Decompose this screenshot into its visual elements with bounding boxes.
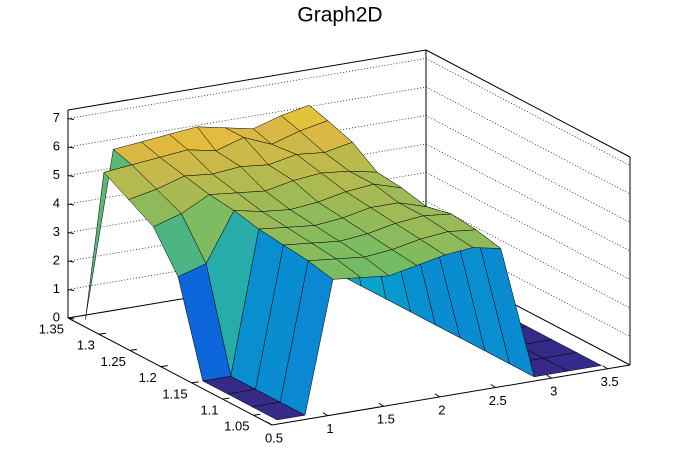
z-tick: [67, 118, 75, 121]
y-tick-label: 1.2: [139, 370, 157, 385]
x-tick: [378, 402, 385, 407]
y-tick: [160, 365, 168, 368]
z-tick: [67, 260, 75, 263]
box-edge: [67, 317, 273, 426]
z-tick-label: 2: [53, 252, 60, 267]
z-tick: [67, 203, 75, 206]
x-tick: [546, 374, 552, 379]
y-tick: [98, 332, 106, 335]
box-edge: [271, 364, 631, 426]
chart-title: Graph2D: [297, 4, 382, 27]
box-edge: [67, 49, 427, 111]
y-tick: [67, 316, 76, 319]
y-tick-label: 1.1: [200, 402, 218, 417]
x-tick: [434, 393, 441, 398]
y-tick: [129, 348, 137, 351]
x-tick: [322, 412, 329, 417]
x-tick-label: 2.5: [489, 393, 507, 408]
x-tick-label: 1.5: [377, 412, 395, 427]
x-tick-label: 2: [438, 402, 445, 417]
z-tick-label: 4: [53, 195, 60, 210]
x-tick: [490, 384, 497, 388]
z-tick: [67, 289, 75, 292]
z-tick: [67, 146, 75, 149]
y-tick-label: 1.35: [39, 321, 64, 336]
x-tick: [602, 365, 608, 370]
y-tick: [191, 381, 199, 384]
x-tick: [266, 421, 273, 426]
y-tick: [253, 413, 261, 416]
box-edge: [425, 49, 631, 158]
x-tick-label: 3: [550, 384, 557, 399]
surface-cell: [251, 401, 306, 421]
x-tick-label: 3.5: [601, 374, 619, 389]
y-tick-label: 1.25: [101, 354, 126, 369]
grid-line: [67, 86, 631, 195]
grid-line: [67, 58, 631, 166]
z-tick: [67, 232, 75, 235]
y-tick-label: 1.15: [162, 386, 187, 401]
z-tick: [67, 175, 75, 178]
z-tick-label: 3: [53, 224, 60, 239]
z-tick-label: 7: [53, 110, 60, 125]
y-tick-label: 1.05: [224, 419, 249, 434]
y-tick: [222, 397, 230, 400]
z-tick-label: 6: [53, 138, 60, 153]
y-tick-label: 1.3: [77, 338, 95, 353]
z-tick-label: 5: [53, 167, 60, 182]
x-tick-label: 0.5: [265, 430, 283, 445]
x-tick-label: 1: [326, 421, 333, 436]
z-tick-label: 1: [53, 281, 60, 296]
z-tick-label: 0: [53, 309, 60, 324]
